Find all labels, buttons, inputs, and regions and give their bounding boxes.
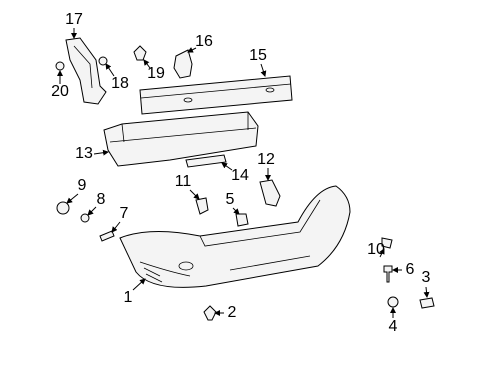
leader-line [111,221,121,233]
callout-number: 7 [120,205,129,222]
leader-line [379,248,385,258]
callout-number: 5 [226,191,235,208]
leader-line [232,207,240,215]
callout-number: 20 [51,83,69,100]
leader-line [66,193,79,204]
callout-number: 11 [175,173,192,190]
callout-number: 9 [78,177,87,194]
callout-number: 2 [228,304,237,321]
callout-number: 4 [389,318,398,335]
callout-number: 14 [231,167,249,184]
callout-number: 19 [147,65,165,82]
callout-number: 1 [124,289,133,306]
callout-number: 12 [257,151,275,168]
callout-number: 15 [249,47,267,64]
leader-line [87,206,97,216]
leader-line [423,286,430,298]
callout-number: 10 [367,241,385,258]
callout-number: 17 [65,11,83,28]
leader-line [221,162,233,171]
callout-number: 18 [111,75,129,92]
leader-line [260,63,267,77]
parts-drawing [55,37,435,321]
leader-line [93,149,109,156]
callout-number: 6 [406,261,415,278]
leader-line [143,59,151,69]
callout-number: 13 [75,145,93,162]
leader-line [189,189,200,200]
callout-number: 16 [195,33,213,50]
leader-line [132,278,146,291]
callout-number: 3 [422,269,431,286]
leader-line [187,47,197,53]
callout-number: 8 [97,191,106,208]
leader-line [105,63,115,77]
